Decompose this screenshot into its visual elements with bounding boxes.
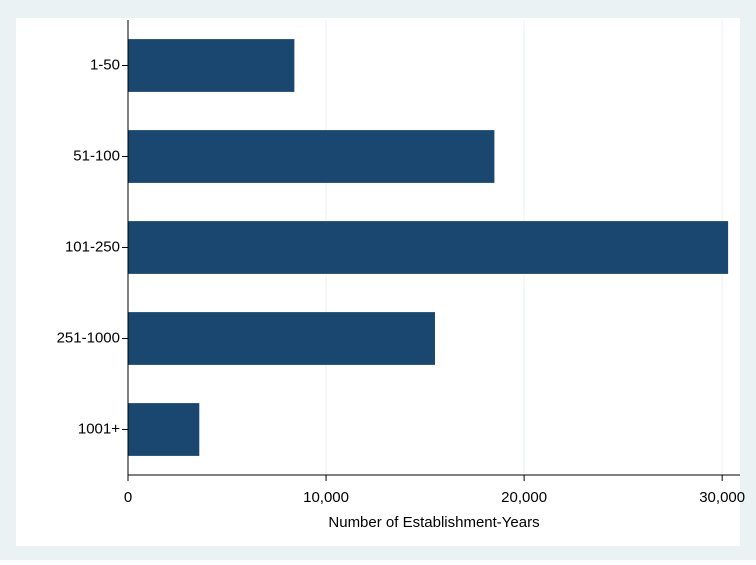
bar bbox=[128, 403, 200, 456]
bar bbox=[128, 39, 295, 92]
y-tick-label: 1-50 bbox=[90, 56, 120, 73]
x-axis-title: Number of Establishment-Years bbox=[328, 514, 539, 531]
bar bbox=[128, 221, 729, 274]
x-tick-label: 20,000 bbox=[501, 489, 547, 506]
y-tick-label: 51-100 bbox=[73, 147, 120, 164]
graph-region bbox=[16, 18, 740, 546]
y-tick-label: 251-1000 bbox=[57, 329, 120, 346]
x-tick-label: 30,000 bbox=[699, 489, 745, 506]
y-tick-label: 1001+ bbox=[78, 420, 120, 437]
bar bbox=[128, 130, 495, 183]
y-tick-label: 101-250 bbox=[65, 238, 120, 255]
bar bbox=[128, 312, 435, 365]
x-tick-label: 10,000 bbox=[303, 489, 349, 506]
x-tick-label: 0 bbox=[124, 489, 132, 506]
